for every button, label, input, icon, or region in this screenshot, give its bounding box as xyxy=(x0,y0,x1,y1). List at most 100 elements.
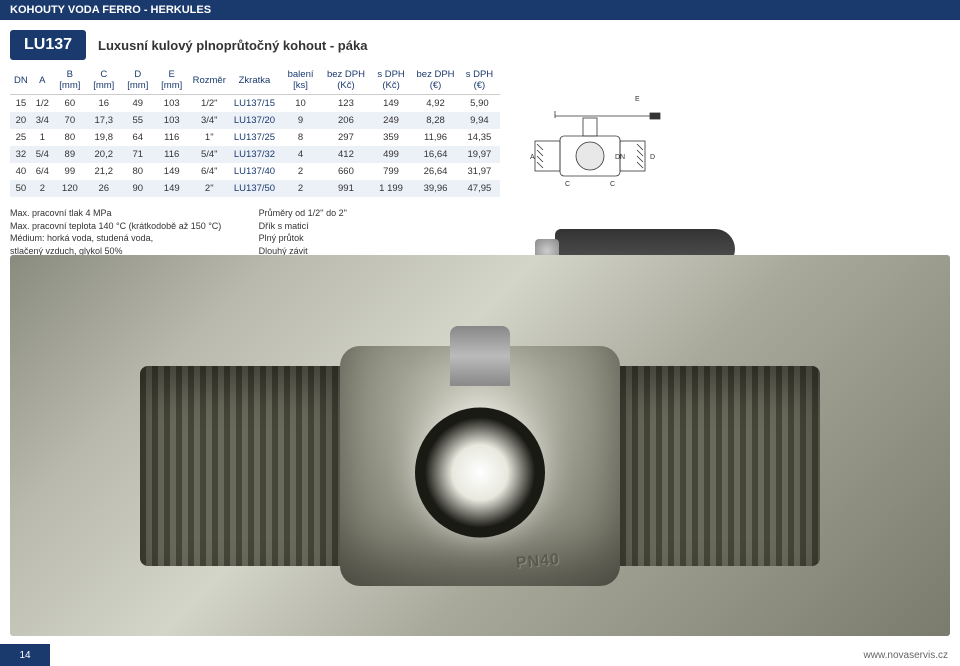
table-cell: 20,2 xyxy=(87,146,121,163)
table-cell: 6/4 xyxy=(32,163,53,180)
table-cell: 60 xyxy=(53,95,87,113)
spec-line: Max. pracovní teplota 140 °C (krátkodobě… xyxy=(10,220,229,233)
table-cell: 11,96 xyxy=(412,129,459,146)
column-header: B [mm] xyxy=(53,66,87,95)
table-cell: 412 xyxy=(322,146,370,163)
table-cell: 19,8 xyxy=(87,129,121,146)
table-cell: 39,96 xyxy=(412,180,459,197)
table-cell: 1 199 xyxy=(370,180,412,197)
table-cell: 80 xyxy=(53,129,87,146)
table-cell: 4 xyxy=(279,146,322,163)
spec-line: Plný průtok xyxy=(259,232,493,245)
table-cell: 9 xyxy=(279,112,322,129)
table-cell: 660 xyxy=(322,163,370,180)
table-cell: 149 xyxy=(370,95,412,113)
product-title: Luxusní kulový plnoprůtočný kohout - pák… xyxy=(98,38,367,53)
table-row: 325/48920,2711165/4"LU137/32441249916,64… xyxy=(10,146,500,163)
spec-line: Médium: horká voda, studená voda, xyxy=(10,232,229,245)
table-cell: 3/4 xyxy=(32,112,53,129)
label-c2: C xyxy=(610,181,615,188)
table-cell: 103 xyxy=(155,95,189,113)
product-header: LU137 Luxusní kulový plnoprůtočný kohout… xyxy=(10,30,950,60)
page-footer: 14 www.novaservis.cz xyxy=(0,644,960,666)
table-cell: 120 xyxy=(53,180,87,197)
table-cell: 15 xyxy=(10,95,32,113)
table-cell: 5,90 xyxy=(459,95,500,113)
column-header: s DPH (Kč) xyxy=(370,66,412,95)
table-cell: LU137/20 xyxy=(230,112,279,129)
product-photo: PN40 xyxy=(10,255,950,636)
label-c1: C xyxy=(565,181,570,188)
column-header: D [mm] xyxy=(121,66,155,95)
table-cell: 20 xyxy=(10,112,32,129)
table-cell: 90 xyxy=(121,180,155,197)
spec-line: Průměry od 1/2'' do 2'' xyxy=(259,207,493,220)
table-cell: 16 xyxy=(87,95,121,113)
table-cell: 5/4 xyxy=(32,146,53,163)
table-cell: 149 xyxy=(155,163,189,180)
table-row: 50212026901492"LU137/5029911 19939,9647,… xyxy=(10,180,500,197)
valve-body-illustration: PN40 xyxy=(140,316,820,576)
table-cell: 359 xyxy=(370,129,412,146)
table-cell: 70 xyxy=(53,112,87,129)
table-cell: 116 xyxy=(155,129,189,146)
table-cell: 4,92 xyxy=(412,95,459,113)
table-cell: 19,97 xyxy=(459,146,500,163)
page-number: 14 xyxy=(0,644,50,666)
pn40-label: PN40 xyxy=(515,551,560,573)
table-cell: 17,3 xyxy=(87,112,121,129)
spec-line: Max. pracovní tlak 4 MPa xyxy=(10,207,229,220)
valve-ball xyxy=(415,407,545,537)
table-cell: 89 xyxy=(53,146,87,163)
table-cell: 64 xyxy=(121,129,155,146)
table-cell: 1 xyxy=(32,129,53,146)
table-cell: LU137/40 xyxy=(230,163,279,180)
table-row: 151/26016491031/2"LU137/15101231494,925,… xyxy=(10,95,500,113)
table-cell: 297 xyxy=(322,129,370,146)
table-cell: 103 xyxy=(155,112,189,129)
column-header: s DPH (€) xyxy=(459,66,500,95)
column-header: Rozměr xyxy=(189,66,230,95)
table-cell: 2 xyxy=(32,180,53,197)
table-cell: 47,95 xyxy=(459,180,500,197)
label-e: E xyxy=(635,96,640,103)
table-cell: 6/4" xyxy=(189,163,230,180)
table-cell: LU137/15 xyxy=(230,95,279,113)
table-cell: 50 xyxy=(10,180,32,197)
column-header: bez DPH (Kč) xyxy=(322,66,370,95)
table-row: 2518019,8641161"LU137/25829735911,9614,3… xyxy=(10,129,500,146)
label-a: A xyxy=(530,154,535,161)
table-cell: 26,64 xyxy=(412,163,459,180)
valve-stem xyxy=(450,326,510,386)
table-cell: 116 xyxy=(155,146,189,163)
category-header: KOHOUTY VODA FERRO - HERKULES xyxy=(0,0,960,20)
table-row: 203/47017,3551033/4"LU137/2092062498,289… xyxy=(10,112,500,129)
spec-line: Dřík s maticí xyxy=(259,220,493,233)
table-cell: 2 xyxy=(279,180,322,197)
table-cell: LU137/50 xyxy=(230,180,279,197)
spec-table: DNAB [mm]C [mm]D [mm]E [mm]RozměrZkratka… xyxy=(10,66,500,197)
table-cell: 8,28 xyxy=(412,112,459,129)
column-header: C [mm] xyxy=(87,66,121,95)
thread-right xyxy=(620,366,820,566)
table-cell: 31,97 xyxy=(459,163,500,180)
table-cell: 1" xyxy=(189,129,230,146)
table-cell: 1/2 xyxy=(32,95,53,113)
table-cell: 21,2 xyxy=(87,163,121,180)
table-cell: LU137/32 xyxy=(230,146,279,163)
valve-center: PN40 xyxy=(340,346,620,586)
table-cell: 3/4" xyxy=(189,112,230,129)
table-cell: 149 xyxy=(155,180,189,197)
table-cell: 71 xyxy=(121,146,155,163)
thread-left xyxy=(140,366,340,566)
table-cell: 26 xyxy=(87,180,121,197)
table-cell: 1/2" xyxy=(189,95,230,113)
table-cell: 10 xyxy=(279,95,322,113)
table-cell: 9,94 xyxy=(459,112,500,129)
table-cell: 49 xyxy=(121,95,155,113)
table-cell: 16,64 xyxy=(412,146,459,163)
table-cell: 99 xyxy=(53,163,87,180)
table-cell: 40 xyxy=(10,163,32,180)
table-row: 406/49921,2801496/4"LU137/40266079926,64… xyxy=(10,163,500,180)
label-d: D xyxy=(650,154,655,161)
